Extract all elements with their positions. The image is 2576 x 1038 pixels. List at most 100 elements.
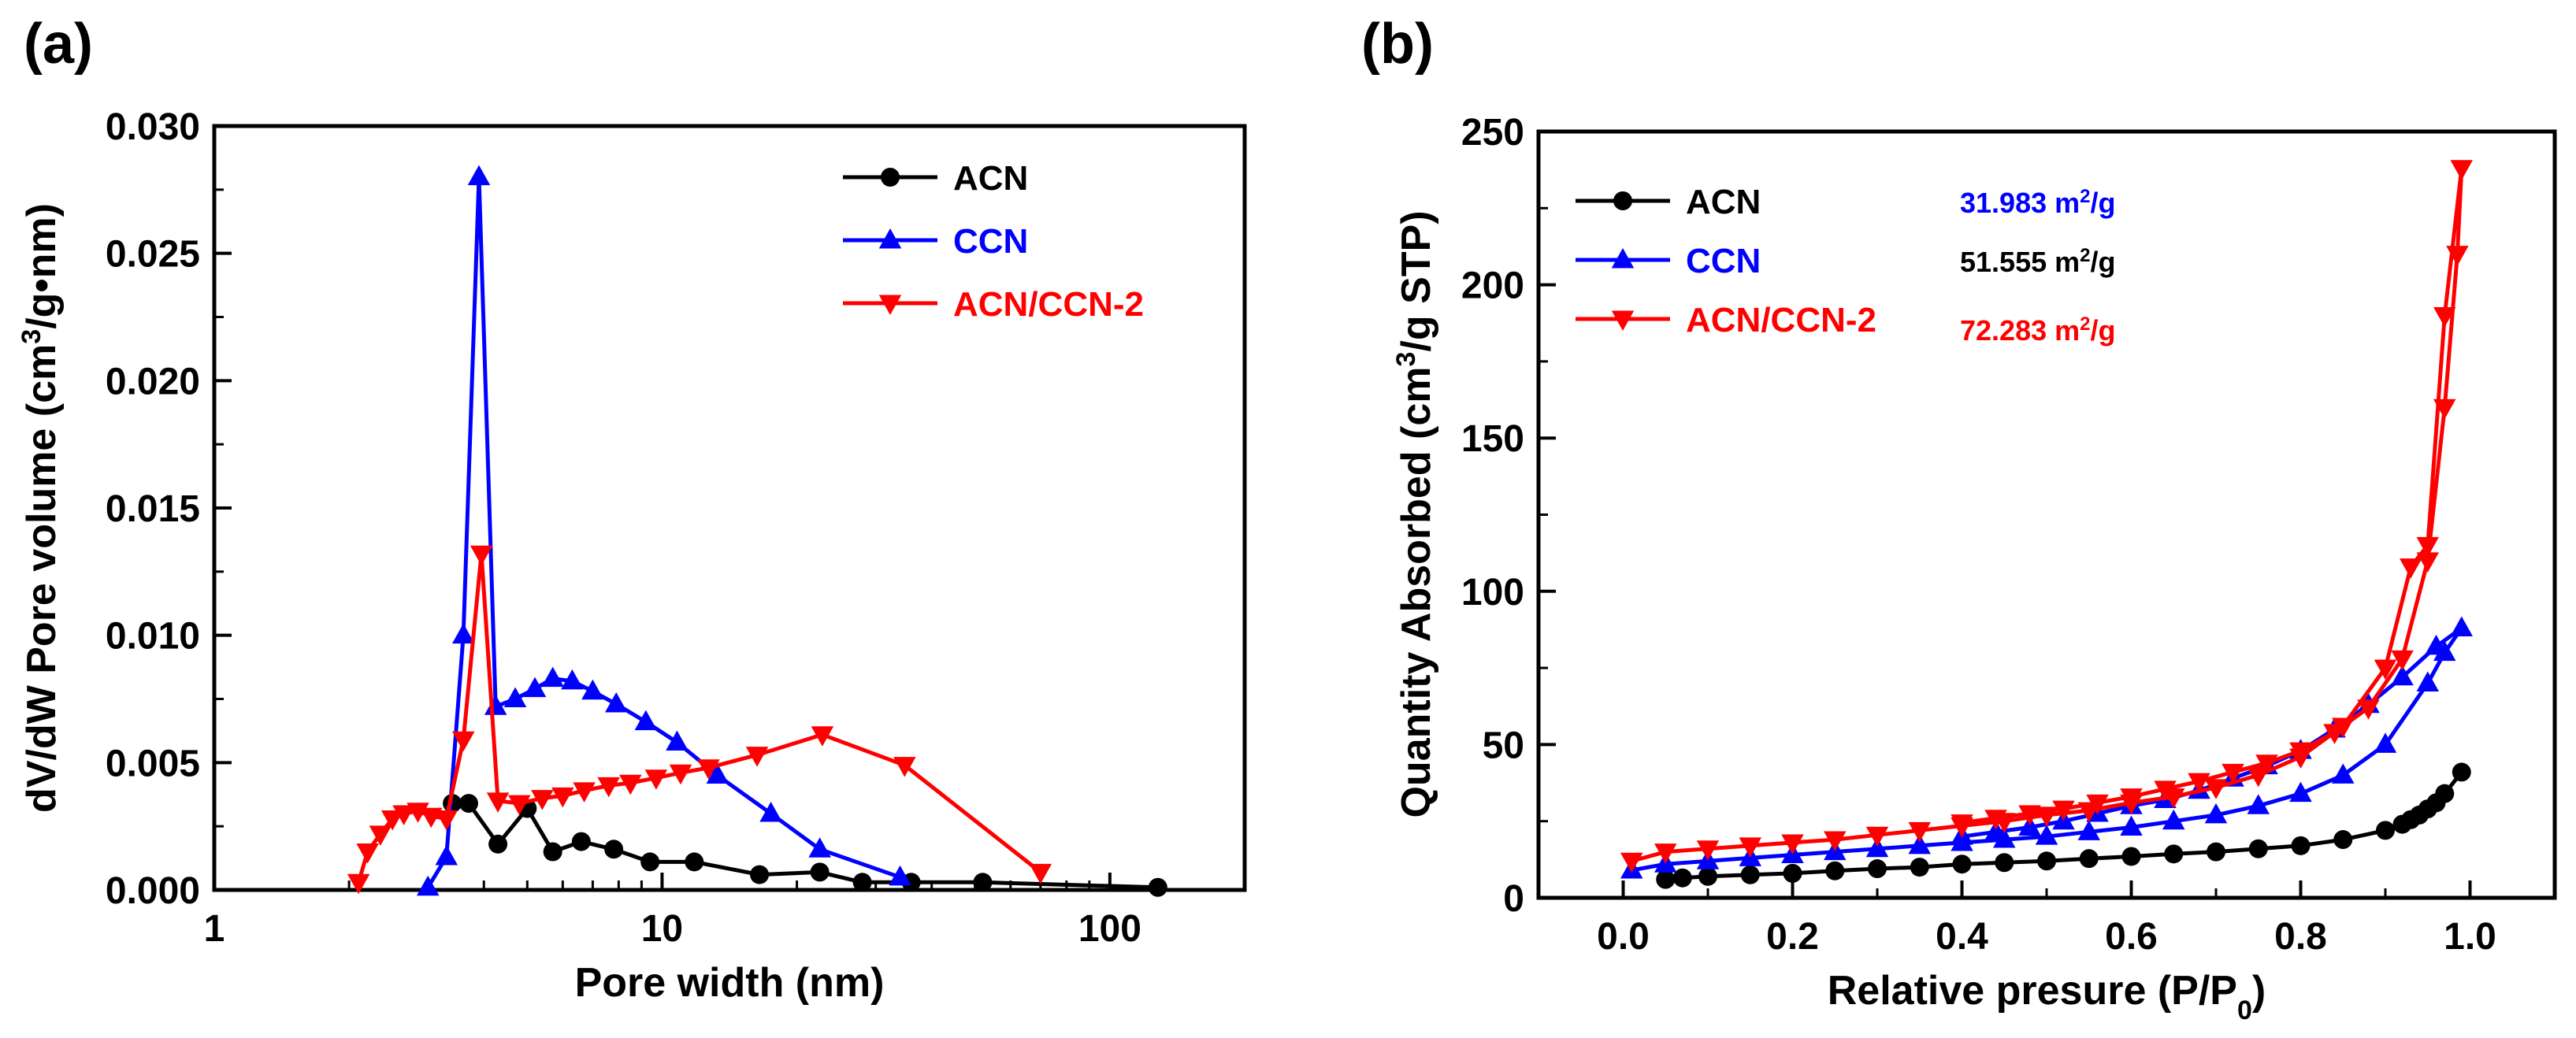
chart-b-point-acn [2037,851,2056,871]
surface-area-acn-unit1: m [2047,187,2080,219]
chart-a-frame [212,124,1247,892]
chart-a-ticks: 1 10 100 0.000 0.005 0.010 0.015 0.020 0.025 0.03… [106,106,1246,950]
chart-b-point-acn-ccn-2 [2188,773,2210,794]
chart-a-point-acn [543,842,562,862]
chart-b-point-ccn [2162,809,2185,830]
chart-b-point-acn-ccn-2 [2035,806,2058,827]
chart-b-ylabel-part1: Quantity Absorbed (cm [1394,367,1439,818]
chart-b-point-ccn [1908,833,1931,854]
chart-b-point-acn [2207,842,2225,862]
chart-b-ytick-label: 100 [1461,572,1524,614]
chart-b-xtick-label: 1.0 [2444,916,2496,958]
surface-area-acn-unit2: /g [2090,187,2115,219]
chart-b-point-acn-ccn-2 [1696,840,1720,861]
chart-b-legend-item-acn: ACN [1576,183,1761,221]
panel-a-label: (a) [24,13,93,76]
surface-area-acn-unit-sup: 2 [2080,186,2090,207]
chart-a-legend-marker-acn-ccn-2 [878,295,902,315]
chart-a-legend-item-acn-ccn-2: ACN/CCN-2 [843,285,1144,324]
chart-b-point-acn-ccn-2 [2357,699,2380,720]
chart-b-point-acn-ccn-2 [1984,810,2007,830]
chart-a-point-ccn [561,669,584,690]
chart-a-point-ccn [634,710,658,731]
chart-a-legend-label-ccn: CCN [953,222,1028,261]
chart-b-point-ccn [2035,825,2058,845]
chart-b-point-ccn [2289,781,2312,803]
chart-b-xlabel: Relative presure (P/P0) [1828,968,2266,1025]
chart-b-xlabel-part2: ) [2252,968,2266,1014]
chart-b-point-acn [2376,821,2395,840]
surface-area-acn-ccn-2-unit2: /g [2090,314,2115,347]
chart-a-xtick-label: 1 [204,908,225,950]
chart-b-point-acn-ccn-2 [2222,763,2244,784]
chart-b-point-acn [2333,830,2353,850]
chart-a-point-ccn [541,666,564,688]
chart-a-series-acn-ccn-2 [347,545,1052,895]
chart-b-xtick-label: 0.2 [1766,916,1819,958]
chart-b-series-acn-ccn-2 [1620,160,2473,873]
chart-a-ytick-label: 0.005 [106,743,200,784]
chart-a-point-acn-ccn-2 [435,810,458,831]
chart-a-point-acn-ccn-2 [697,759,720,780]
chart-b-ytick-label: 200 [1461,265,1524,307]
chart-b-legend: ACN CCN ACN/CCN-2 [1576,183,1876,339]
chart-a-point-ccn [808,837,831,858]
chart-b-point-acn-ccn-2 [2416,552,2439,573]
chart-a-point-acn-ccn-2 [507,795,531,816]
chart-b-point-acn [2164,844,2184,864]
chart-a-point-acn-ccn-2 [1029,863,1052,884]
chart-a-point-ccn [581,679,604,700]
chart-a-ytick-label: 0.015 [106,488,200,530]
chart-b-xlabel-sub: 0 [2237,995,2252,1025]
chart-b-point-acn [2435,784,2455,803]
chart-a-point-ccn [416,875,440,896]
chart-a-point-ccn [467,165,491,186]
chart-b-point-acn [2291,836,2311,855]
chart-a-line-acn-ccn-2 [356,551,1042,884]
chart-b-point-acn-ccn-2 [1654,843,1677,864]
chart-a-point-acn-ccn-2 [811,726,834,747]
chart-b-series-acn [1656,762,2471,889]
chart-a-point-acn [685,852,704,872]
chart-b-point-ccn [1984,820,2007,840]
chart-a-point-acn [458,794,478,814]
chart-b-surface-areas: 31.983 m2/g 51.555 m2/g 72.283 m2/g [1960,186,2115,347]
chart-b-point-acn-ccn-2 [2450,160,2473,180]
chart-a-point-acn-ccn-2 [893,757,916,777]
chart-b-xtick-label: 0.8 [2274,916,2327,958]
chart-b-point-acn-ccn-2 [2154,780,2177,801]
chart-b-point-acn-ccn-2 [1781,834,1804,854]
chart-b-point-acn-ccn-2 [2255,754,2278,775]
chart-b-point-acn [2079,849,2099,869]
chart-a-point-acn [604,840,624,859]
chart-b-point-acn [1995,853,2014,873]
chart-b-point-acn-ccn-2 [2400,558,2422,579]
chart-a-series-ccn [416,165,911,896]
chart-b-point-acn-ccn-2 [2433,307,2456,328]
chart-b-point-acn-ccn-2 [2052,800,2075,821]
surface-area-ccn-unit2: /g [2090,246,2115,278]
surface-area-acn-ccn-2-unit-sup: 2 [2080,313,2090,335]
chart-a-ytick-label: 0.000 [106,870,200,912]
surface-area-acn: 31.983 m2/g [1960,186,2115,220]
chart-a-point-acn-ccn-2 [406,803,429,823]
chart-a-point-acn-ccn-2 [347,873,370,895]
chart-b-point-acn-ccn-2 [2391,650,2414,671]
chart-b-ytick-label: 0 [1503,878,1524,920]
chart-b-point-acn-ccn-2 [1951,814,1973,835]
chart-a-point-acn-ccn-2 [356,843,379,864]
surface-area-ccn-unit-sup: 2 [2080,245,2090,266]
chart-b-legend-label-ccn: CCN [1686,242,1761,280]
chart-b-ylabel-part2: /g STP) [1394,210,1439,351]
chart-a-point-acn-ccn-2 [380,810,404,831]
chart-b-point-acn-ccn-2 [1824,831,1847,852]
chart-b-point-ccn [2077,820,2100,840]
chart-a-ylabel-sup: 3 [17,329,46,344]
chart-b-point-ccn [2018,815,2041,836]
chart-b-point-acn-ccn-2 [2204,779,2228,799]
chart-b-point-ccn [2247,794,2270,814]
chart-b-ytick-label: 50 [1483,725,1524,766]
surface-area-ccn-unit1: m [2047,246,2080,278]
